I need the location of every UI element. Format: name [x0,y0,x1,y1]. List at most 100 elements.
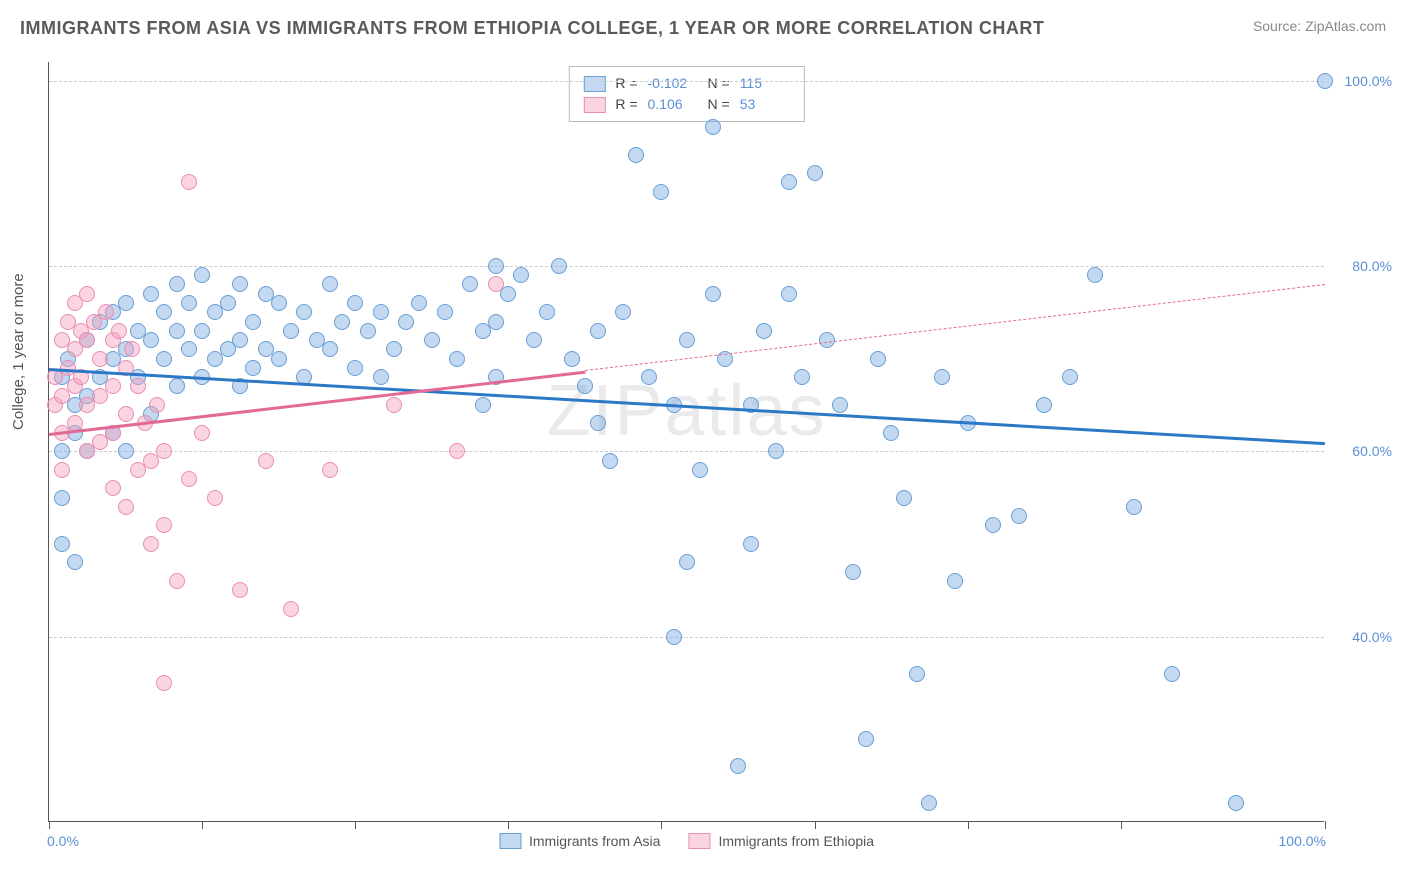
legend-r-label: R = [615,94,637,115]
scatter-point [743,536,759,552]
scatter-point [679,332,695,348]
scatter-point [124,341,140,357]
trend-line [49,370,585,435]
scatter-point [934,369,950,385]
y-tick-label: 40.0% [1332,629,1392,645]
x-tick [661,821,662,829]
legend-r-label: R = [615,73,637,94]
x-tick [1121,821,1122,829]
scatter-point [449,351,465,367]
scatter-point [564,351,580,367]
scatter-point [373,369,389,385]
scatter-point [322,276,338,292]
scatter-point [615,304,631,320]
scatter-point [513,267,529,283]
scatter-point [245,360,261,376]
scatter-point [449,443,465,459]
scatter-point [641,369,657,385]
legend-r-value: 0.106 [648,94,698,115]
chart-source: Source: ZipAtlas.com [1253,18,1386,34]
scatter-point [730,758,746,774]
scatter-point [283,323,299,339]
scatter-point [488,276,504,292]
legend-series-item: Immigrants from Asia [499,833,660,849]
y-tick-label: 80.0% [1332,258,1392,274]
scatter-point [194,323,210,339]
legend-r-value: -0.102 [648,73,698,94]
scatter-point [149,397,165,413]
scatter-point [347,295,363,311]
scatter-point [1126,499,1142,515]
x-tick [355,821,356,829]
scatter-point [500,286,516,302]
trend-line-dashed [585,284,1325,371]
x-axis-min-label: 0.0% [47,833,79,849]
scatter-point [526,332,542,348]
scatter-point [781,286,797,302]
scatter-point [386,341,402,357]
scatter-point [220,295,236,311]
scatter-point [883,425,899,441]
scatter-point [870,351,886,367]
scatter-point [347,360,363,376]
gridline-h [49,451,1324,452]
scatter-point [194,267,210,283]
scatter-point [424,332,440,348]
scatter-point [169,323,185,339]
x-tick [968,821,969,829]
legend-swatch [583,76,605,92]
scatter-point [1062,369,1078,385]
scatter-point [781,174,797,190]
legend-n-value: 53 [740,94,790,115]
scatter-point [653,184,669,200]
trend-line [49,368,1325,445]
scatter-point [54,490,70,506]
scatter-point [590,415,606,431]
scatter-point [98,304,114,320]
scatter-point [845,564,861,580]
scatter-point [105,378,121,394]
scatter-point [156,675,172,691]
scatter-point [54,443,70,459]
scatter-point [169,378,185,394]
scatter-point [437,304,453,320]
scatter-point [1011,508,1027,524]
scatter-point [54,536,70,552]
legend-series-item: Immigrants from Ethiopia [688,833,874,849]
scatter-point [143,332,159,348]
legend-n-label: N = [708,73,730,94]
scatter-point [181,174,197,190]
scatter-point [475,397,491,413]
scatter-point [156,351,172,367]
scatter-point [245,314,261,330]
scatter-point [794,369,810,385]
scatter-point [705,119,721,135]
scatter-point [232,582,248,598]
gridline-h [49,81,1324,82]
y-tick-label: 100.0% [1332,73,1392,89]
scatter-point [169,573,185,589]
scatter-point [692,462,708,478]
legend-swatch [688,833,710,849]
scatter-point [1317,73,1333,89]
legend-swatch [499,833,521,849]
scatter-point [756,323,772,339]
scatter-point [79,332,95,348]
scatter-point [118,499,134,515]
scatter-point [909,666,925,682]
scatter-point [67,554,83,570]
scatter-point [666,629,682,645]
scatter-point [322,462,338,478]
scatter-point [947,573,963,589]
chart-header: IMMIGRANTS FROM ASIA VS IMMIGRANTS FROM … [0,0,1406,47]
scatter-point [858,731,874,747]
scatter-point [807,165,823,181]
scatter-point [539,304,555,320]
scatter-point [551,258,567,274]
scatter-point [79,286,95,302]
y-axis-label: College, 1 year or more [10,273,27,430]
scatter-point [334,314,350,330]
scatter-point [360,323,376,339]
scatter-chart: ZIPatlas R =-0.102N =115R =0.106N =53 Im… [48,62,1324,822]
legend-correlation-box: R =-0.102N =115R =0.106N =53 [568,66,804,122]
